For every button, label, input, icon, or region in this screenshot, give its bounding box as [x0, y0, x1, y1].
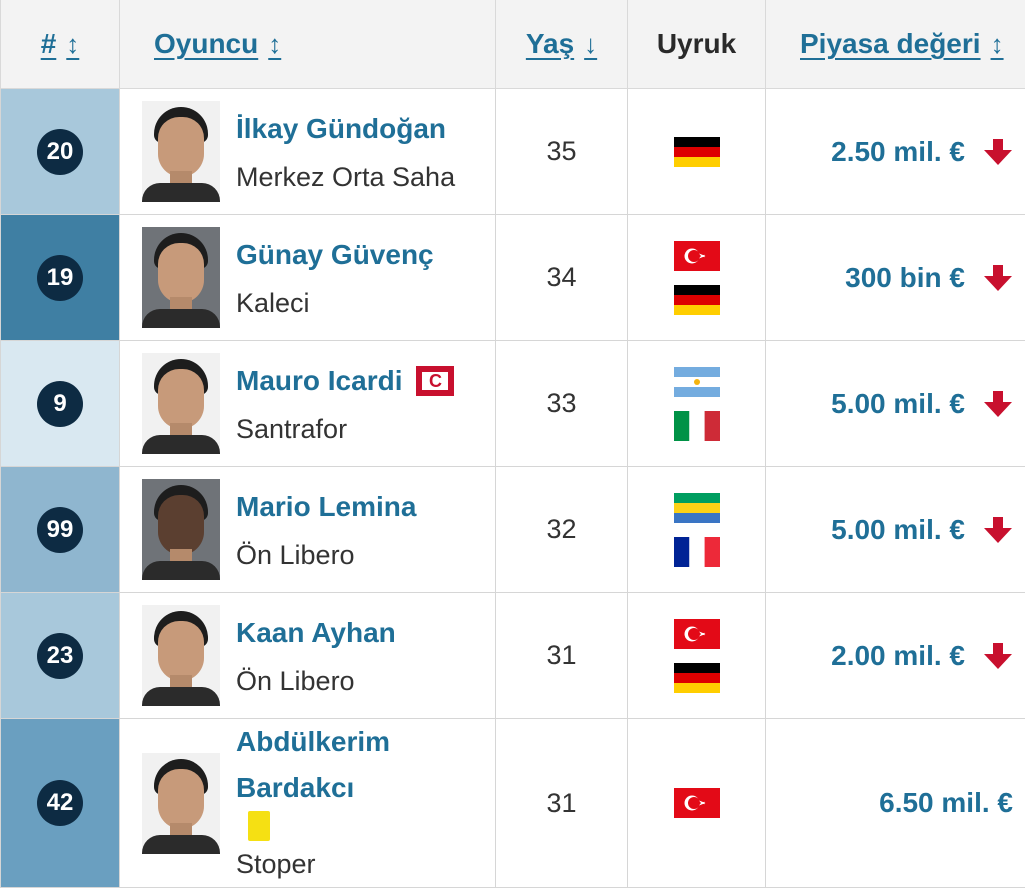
flag-italy-icon — [674, 411, 720, 441]
shirt-number-badge: 42 — [37, 780, 83, 826]
player-name-link[interactable]: Mauro Icardi — [236, 356, 402, 406]
shirt-number-cell: 23 — [1, 593, 120, 719]
player-photo[interactable] — [142, 605, 220, 706]
sort-number-link[interactable]: # — [41, 28, 57, 59]
shirt-number-cell: 9 — [1, 341, 120, 467]
flag-turkey-icon — [674, 241, 720, 271]
nationality-cell — [628, 215, 766, 341]
market-value-cell: 300 bin € — [766, 215, 1025, 341]
captain-icon: C — [416, 366, 454, 396]
player-position: Kaleci — [236, 280, 434, 326]
column-header-market-value[interactable]: Piyasa değeri ↕ — [766, 0, 1025, 89]
shirt-number-cell: 20 — [1, 89, 120, 215]
nationality-cell — [628, 341, 766, 467]
market-value-link[interactable]: 2.00 mil. € — [831, 640, 965, 672]
shirt-number-cell: 19 — [1, 215, 120, 341]
shirt-number-badge: 99 — [37, 507, 83, 553]
table-row: 20 İlkay Gündoğan Merkez Orta Saha 35 2.… — [1, 89, 1025, 215]
sort-both-icon[interactable]: ↕ — [268, 29, 281, 59]
market-value-cell: 5.00 mil. € — [766, 467, 1025, 593]
market-value-link[interactable]: 2.50 mil. € — [831, 136, 965, 168]
player-photo[interactable] — [142, 101, 220, 202]
market-value-link[interactable]: 5.00 mil. € — [831, 514, 965, 546]
player-position: Santrafor — [236, 406, 454, 452]
market-value-cell: 6.50 mil. € — [766, 719, 1025, 888]
shirt-number-badge: 19 — [37, 255, 83, 301]
player-photo[interactable] — [142, 753, 220, 854]
column-header-nationality: Uyruk — [628, 0, 766, 89]
player-cell: Günay Güvenç Kaleci — [120, 215, 496, 341]
age-cell: 35 — [496, 89, 628, 215]
player-cell: İlkay Gündoğan Merkez Orta Saha — [120, 89, 496, 215]
shirt-number-badge: 9 — [37, 381, 83, 427]
table-row: 9 Mauro Icardi C Santrafor 33 5.00 mil. € — [1, 341, 1025, 467]
table-row: 99 Mario Lemina Ön Libero 32 5.00 mil. € — [1, 467, 1025, 593]
flag-germany-icon — [674, 137, 720, 167]
age-cell: 31 — [496, 593, 628, 719]
value-down-arrow-icon — [983, 641, 1013, 671]
age-cell: 31 — [496, 719, 628, 888]
player-name-link[interactable]: İlkay Gündoğan — [236, 104, 446, 154]
age-cell: 34 — [496, 215, 628, 341]
yellow-card-icon — [248, 811, 270, 841]
flag-gabon-icon — [674, 493, 720, 523]
player-name-link[interactable]: Mario Lemina — [236, 482, 416, 532]
nationality-cell — [628, 467, 766, 593]
player-cell: Mario Lemina Ön Libero — [120, 467, 496, 593]
value-down-arrow-icon — [983, 515, 1013, 545]
player-cell: Mauro Icardi C Santrafor — [120, 341, 496, 467]
shirt-number-cell: 99 — [1, 467, 120, 593]
nationality-cell — [628, 593, 766, 719]
flag-germany-icon — [674, 663, 720, 693]
value-down-arrow-icon — [983, 137, 1013, 167]
player-cell: Kaan Ayhan Ön Libero — [120, 593, 496, 719]
market-value-link[interactable]: 5.00 mil. € — [831, 388, 965, 420]
player-position: Ön Libero — [236, 658, 396, 704]
player-name-link[interactable]: Kaan Ayhan — [236, 608, 396, 658]
table-row: 23 Kaan Ayhan Ön Libero 31 2.00 mil. € — [1, 593, 1025, 719]
flag-turkey-icon — [674, 788, 720, 818]
table-row: 42 Abdülkerim Bardakcı Stoper 31 6.50 mi… — [1, 719, 1025, 888]
market-value-cell: 2.00 mil. € — [766, 593, 1025, 719]
shirt-number-cell: 42 — [1, 719, 120, 888]
market-value-cell: 5.00 mil. € — [766, 341, 1025, 467]
player-position: Stoper — [236, 841, 426, 887]
player-cell: Abdülkerim Bardakcı Stoper — [120, 719, 496, 888]
player-name-link[interactable]: Günay Güvenç — [236, 230, 434, 280]
sort-both-icon[interactable]: ↕ — [991, 29, 1004, 59]
player-photo[interactable] — [142, 479, 220, 580]
shirt-number-badge: 20 — [37, 129, 83, 175]
column-header-player[interactable]: Oyuncu ↕ — [120, 0, 496, 89]
age-cell: 32 — [496, 467, 628, 593]
nationality-cell — [628, 719, 766, 888]
player-photo[interactable] — [142, 353, 220, 454]
flag-germany-icon — [674, 285, 720, 315]
value-down-arrow-icon — [983, 263, 1013, 293]
market-value-cell: 2.50 mil. € — [766, 89, 1025, 215]
nationality-cell — [628, 89, 766, 215]
sort-both-icon[interactable]: ↕ — [66, 29, 79, 59]
sort-market-value-link[interactable]: Piyasa değeri — [800, 28, 981, 59]
shirt-number-badge: 23 — [37, 633, 83, 679]
value-down-arrow-icon — [983, 389, 1013, 419]
column-header-number[interactable]: #↕ — [1, 0, 120, 89]
sort-desc-icon[interactable]: ↓ — [584, 29, 597, 59]
player-position: Merkez Orta Saha — [236, 154, 455, 200]
table-row: 19 Günay Güvenç Kaleci 34 300 bin € — [1, 215, 1025, 341]
flag-turkey-icon — [674, 619, 720, 649]
flag-argentina-icon — [674, 367, 720, 397]
nationality-header-label: Uyruk — [657, 28, 736, 59]
player-name-link[interactable]: Abdülkerim Bardakcı — [236, 719, 426, 811]
flag-france-icon — [674, 537, 720, 567]
sort-age-link[interactable]: Yaş — [526, 28, 574, 59]
sort-player-link[interactable]: Oyuncu — [154, 28, 258, 59]
market-value-link[interactable]: 6.50 mil. € — [879, 787, 1013, 819]
column-header-age[interactable]: Yaş ↓ — [496, 0, 628, 89]
player-position: Ön Libero — [236, 532, 416, 578]
table-header-row: #↕ Oyuncu↕ Yaş↓ Uyruk Piyasa değeri↕ — [1, 0, 1025, 89]
market-value-link[interactable]: 300 bin € — [845, 262, 965, 294]
player-photo[interactable] — [142, 227, 220, 328]
age-cell: 33 — [496, 341, 628, 467]
